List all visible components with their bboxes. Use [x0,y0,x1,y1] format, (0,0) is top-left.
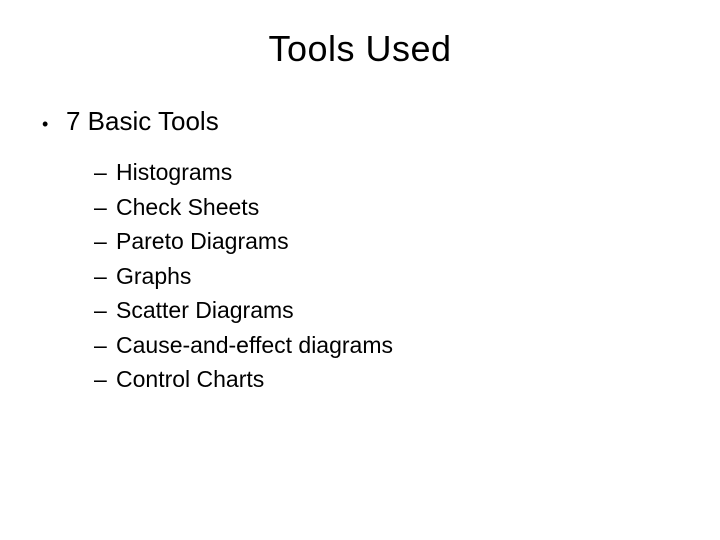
slide-title: Tools Used [36,28,684,70]
sub-bullet-label: Pareto Diagrams [116,224,289,259]
sub-bullet-item: – Control Charts [94,362,684,397]
sub-bullet-label: Scatter Diagrams [116,293,294,328]
sub-bullet-label: Cause-and-effect diagrams [116,328,393,363]
bullet-dot-icon: • [42,115,66,133]
main-bullet-label: 7 Basic Tools [66,106,219,137]
sub-bullet-label: Control Charts [116,362,264,397]
sub-bullet-item: – Cause-and-effect diagrams [94,328,684,363]
sub-bullet-label: Histograms [116,155,232,190]
sub-bullet-item: – Scatter Diagrams [94,293,684,328]
bullet-dash-icon: – [94,328,116,363]
bullet-dash-icon: – [94,224,116,259]
main-bullet-item: • 7 Basic Tools [42,106,684,137]
sub-bullet-item: – Graphs [94,259,684,294]
bullet-dash-icon: – [94,259,116,294]
sub-bullet-label: Check Sheets [116,190,259,225]
sub-bullet-item: – Check Sheets [94,190,684,225]
bullet-dash-icon: – [94,190,116,225]
sub-bullet-item: – Pareto Diagrams [94,224,684,259]
bullet-dash-icon: – [94,155,116,190]
sub-bullet-list: – Histograms – Check Sheets – Pareto Dia… [94,155,684,397]
sub-bullet-label: Graphs [116,259,191,294]
bullet-dash-icon: – [94,362,116,397]
sub-bullet-item: – Histograms [94,155,684,190]
bullet-dash-icon: – [94,293,116,328]
